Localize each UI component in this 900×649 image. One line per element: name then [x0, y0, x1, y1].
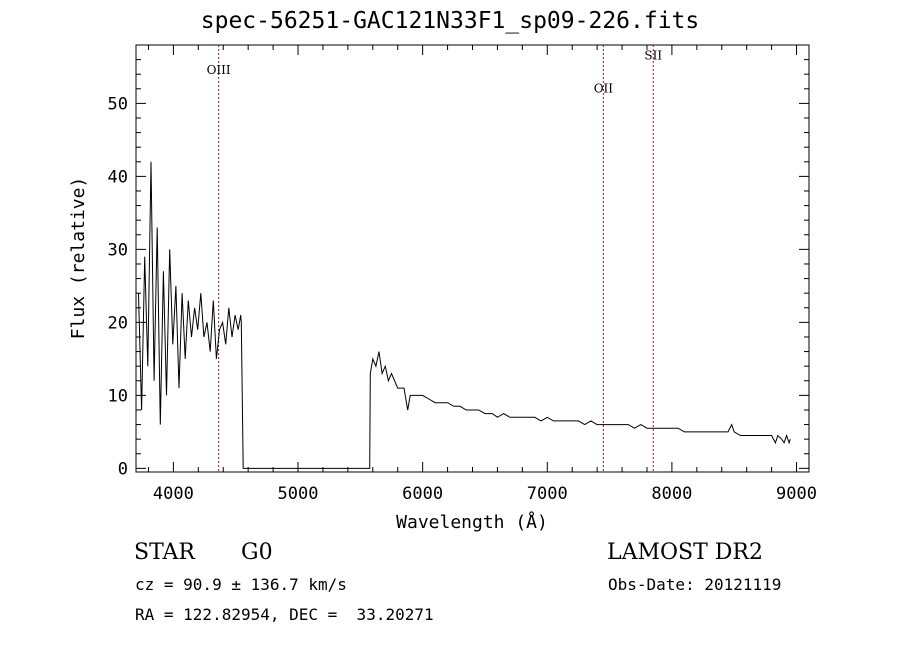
subclass-label: G0: [241, 540, 273, 565]
x-tick-label: 9000: [776, 484, 817, 504]
class-label: STAR: [134, 540, 195, 565]
spectrum-series-line: [138, 161, 791, 469]
plot-frame: [135, 44, 810, 473]
chart-title: spec-56251-GAC121N33F1_sp09-226.fits: [200, 8, 700, 34]
x-tick-label: 8000: [651, 484, 692, 504]
obs-date-text: Obs-Date: 20121119: [608, 575, 782, 594]
y-tick-label: 40: [108, 167, 128, 187]
y-tick-label: 0: [118, 459, 128, 479]
x-tick-label: 4000: [153, 484, 194, 504]
y-tick-label: 50: [108, 94, 128, 114]
y-tick-label: 30: [108, 240, 128, 260]
emission-line-label: SII: [644, 49, 662, 63]
x-tick-label: 7000: [527, 484, 568, 504]
redshift-text: cz = 90.9 ± 136.7 km/s: [135, 575, 347, 594]
x-tick-label: 5000: [278, 484, 319, 504]
x-tick-label: 6000: [402, 484, 443, 504]
emission-line-label: OIII: [207, 63, 231, 77]
y-tick-label: 20: [108, 313, 128, 333]
survey-label: LAMOST DR2: [607, 540, 763, 565]
x-axis-label: Wavelength (Å): [396, 511, 548, 533]
y-tick-label: 10: [108, 386, 128, 406]
emission-line-markers: OIII OII SII: [207, 45, 662, 472]
axis-ticks: 4000 5000 6000 7000 8000 9000 0 10 20 30 40 50: [108, 44, 817, 504]
coordinates-text: RA = 122.82954, DEC = 33.20271: [135, 605, 434, 624]
emission-line-label: OII: [594, 81, 614, 95]
y-axis-label: Flux (relative): [68, 177, 89, 340]
